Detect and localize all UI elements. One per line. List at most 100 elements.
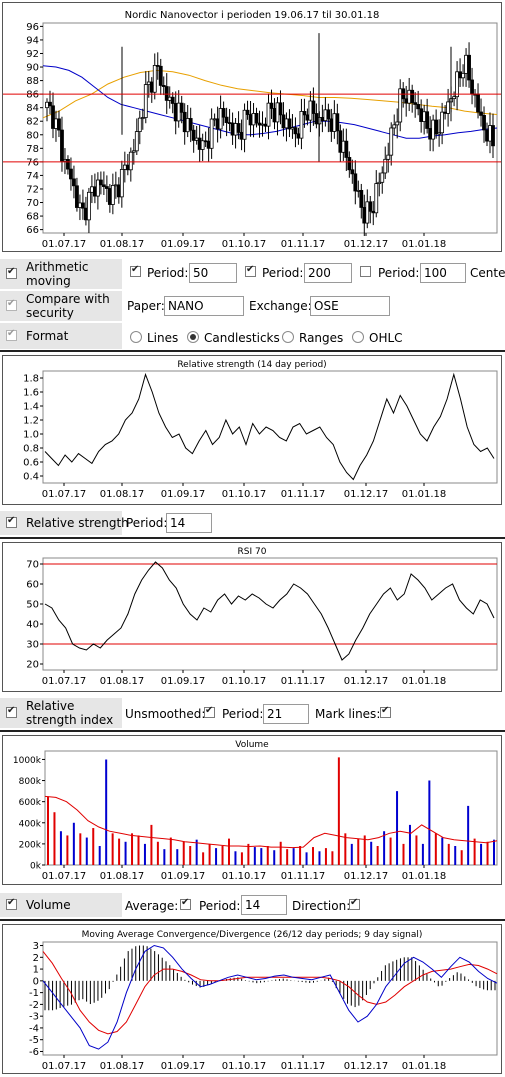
candle-body <box>329 118 334 132</box>
volume-period-label: Period: <box>199 899 241 913</box>
ama-label-box: Arithmetic moving average <box>0 259 122 302</box>
mark-lines-checkbox[interactable] <box>380 705 391 718</box>
exchange-input[interactable] <box>310 296 390 316</box>
candle-body <box>155 65 160 67</box>
candle-body <box>302 111 307 116</box>
y-tick-label: 80 <box>26 130 39 141</box>
rsi-checkbox[interactable] <box>6 705 17 718</box>
ama-period3-input[interactable] <box>420 263 466 283</box>
x-tick-label: 01.11.17 <box>281 871 326 882</box>
unsmoothed-checkbox[interactable] <box>204 705 215 718</box>
ama-period1-input[interactable] <box>189 263 237 283</box>
lines-radio[interactable] <box>130 331 142 343</box>
separator-1 <box>0 350 505 352</box>
candle-body <box>69 168 73 180</box>
candle-body <box>407 89 412 104</box>
chart-title: Volume <box>235 740 269 750</box>
candle-body <box>173 103 178 122</box>
candle-body <box>320 117 325 122</box>
candle-body <box>434 119 439 135</box>
x-tick-label: 01.10.17 <box>222 489 267 500</box>
x-tick-label: 01.07.17 <box>42 1061 87 1072</box>
rsi-controls: Relative strength index Unsmoothed: Peri… <box>0 698 505 728</box>
ama-p3-label: Period: <box>378 266 420 280</box>
y-tick-label: 20 <box>26 660 39 671</box>
candle-body <box>383 158 388 174</box>
volume-period-input[interactable] <box>241 895 287 915</box>
candle-body <box>350 169 355 175</box>
ohlc-radio[interactable] <box>352 331 364 343</box>
candle-body <box>188 118 193 131</box>
candle-body <box>464 54 468 74</box>
candle-body <box>362 207 367 224</box>
candle-body <box>236 123 241 133</box>
y-tick-label: 84 <box>26 103 39 114</box>
price-chart: Nordic Nanovector i perioden 19.06.17 ti… <box>3 10 501 250</box>
ama-checkbox[interactable] <box>6 266 17 279</box>
candle-body <box>263 123 268 127</box>
ama-center-label: Center <box>470 266 505 280</box>
candle-body <box>281 114 286 129</box>
rs-period-input[interactable] <box>166 513 212 533</box>
candle-body <box>206 140 211 149</box>
ama-period2-input[interactable] <box>304 263 352 283</box>
y-tick-label: 800k <box>19 777 42 787</box>
x-tick-label: 01.09.17 <box>161 676 206 687</box>
x-tick-label: 01.11.17 <box>281 1061 326 1072</box>
candle-body <box>230 122 235 136</box>
y-tick-label: 66 <box>26 225 39 236</box>
price-chart-panel: Nordic Nanovector i perioden 19.06.17 ti… <box>2 2 502 252</box>
candle-body <box>95 179 100 197</box>
candle-body <box>467 54 471 81</box>
y-tick-label: -2 <box>29 1000 39 1011</box>
compare-checkbox[interactable] <box>6 298 17 311</box>
paper-input[interactable] <box>164 296 244 316</box>
unsmoothed-label: Unsmoothed: <box>125 707 206 721</box>
volume-chart-panel: Volume 0k 200k 400k 600k 800k 1000k 01.07.17 01.… <box>2 735 502 885</box>
rsi-period-input[interactable] <box>263 704 309 724</box>
x-tick-label: 01.08.17 <box>100 239 145 250</box>
candle-body <box>134 131 139 152</box>
candle-body <box>482 115 486 131</box>
macd-signal-line <box>42 951 498 1035</box>
candle-body <box>428 128 433 140</box>
y-tick-label: 0k <box>30 862 42 872</box>
candlesticks-radio[interactable] <box>187 331 199 343</box>
candle-body <box>66 159 70 170</box>
average-checkbox[interactable] <box>180 897 191 910</box>
macd-chart-panel: Moving Average Convergence/Divergence (2… <box>2 924 502 1074</box>
candle-body <box>194 137 199 141</box>
plot-area <box>42 370 498 484</box>
ama-p2-checkbox[interactable] <box>245 264 256 277</box>
x-tick-label: 01.12.17 <box>344 1061 389 1072</box>
candle-body <box>113 184 118 187</box>
ama-p2-label: Period: <box>262 266 304 280</box>
candle-body <box>470 79 474 95</box>
candle-body <box>344 140 349 158</box>
y-tick-label: 90 <box>26 63 39 74</box>
x-tick-label: 01.01.18 <box>402 676 447 687</box>
volume-checkbox[interactable] <box>6 897 17 910</box>
y-tick-label: -1 <box>29 988 39 999</box>
ama-p1-checkbox[interactable] <box>130 264 141 277</box>
rsi-chart-panel: RSI 70 20 30 40 50 60 70 01.07.17 01.08.17 01.09.… <box>2 542 502 692</box>
candle-body <box>296 133 301 139</box>
x-tick-label: 01.01.18 <box>402 489 447 500</box>
compare-controls: Compare with security Paper: Exchange: <box>0 291 505 321</box>
candle-body <box>479 111 483 116</box>
rs-checkbox[interactable] <box>6 515 17 528</box>
format-checkbox[interactable] <box>6 328 17 341</box>
ama-p3-checkbox[interactable] <box>360 266 371 277</box>
x-tick-label: 01.08.17 <box>100 676 145 687</box>
plot-area <box>42 941 498 1056</box>
ranges-radio[interactable] <box>282 331 294 343</box>
candle-body <box>176 102 181 122</box>
rs-chart-panel: Relative strength (14 day period) 0.4 0.6 0… <box>2 355 502 505</box>
candle-body <box>404 98 409 104</box>
candle-body <box>389 127 394 156</box>
candle-body <box>197 137 202 150</box>
x-tick-label: 01.07.17 <box>42 871 87 882</box>
candle-body <box>224 116 229 123</box>
direction-checkbox[interactable] <box>349 897 360 910</box>
y-tick-label: 400k <box>19 819 42 829</box>
